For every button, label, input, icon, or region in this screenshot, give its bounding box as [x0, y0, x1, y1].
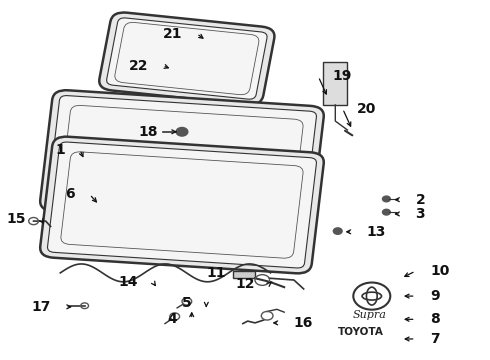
Text: 15: 15 — [7, 212, 26, 226]
FancyBboxPatch shape — [48, 96, 317, 221]
Text: 14: 14 — [119, 275, 138, 289]
Text: 3: 3 — [416, 207, 425, 221]
Circle shape — [333, 228, 342, 234]
Text: 4: 4 — [168, 312, 177, 326]
Text: 11: 11 — [206, 266, 226, 280]
Text: 18: 18 — [138, 125, 158, 139]
Text: TOYOTA: TOYOTA — [338, 327, 384, 337]
Text: 7: 7 — [430, 332, 440, 346]
Text: 1: 1 — [55, 143, 65, 157]
Text: 12: 12 — [236, 276, 255, 291]
Text: 13: 13 — [367, 225, 386, 239]
FancyBboxPatch shape — [99, 13, 274, 105]
Text: 20: 20 — [357, 102, 377, 116]
Text: 2: 2 — [416, 193, 425, 207]
FancyBboxPatch shape — [40, 90, 324, 227]
Text: 19: 19 — [333, 69, 352, 84]
Text: 17: 17 — [31, 300, 50, 314]
Bar — [233, 271, 255, 278]
Circle shape — [176, 127, 188, 136]
Text: 8: 8 — [430, 312, 440, 326]
Text: 5: 5 — [182, 296, 192, 310]
Bar — [323, 62, 347, 105]
Text: 9: 9 — [430, 289, 440, 303]
Text: 16: 16 — [294, 316, 313, 330]
FancyBboxPatch shape — [107, 18, 267, 99]
Circle shape — [383, 196, 391, 202]
FancyBboxPatch shape — [48, 142, 317, 268]
Text: 21: 21 — [163, 27, 182, 41]
Circle shape — [383, 209, 391, 215]
Text: Supra: Supra — [352, 310, 386, 320]
FancyBboxPatch shape — [40, 137, 324, 273]
Text: 22: 22 — [128, 59, 148, 73]
Text: 10: 10 — [430, 264, 450, 278]
Text: 6: 6 — [65, 187, 75, 201]
